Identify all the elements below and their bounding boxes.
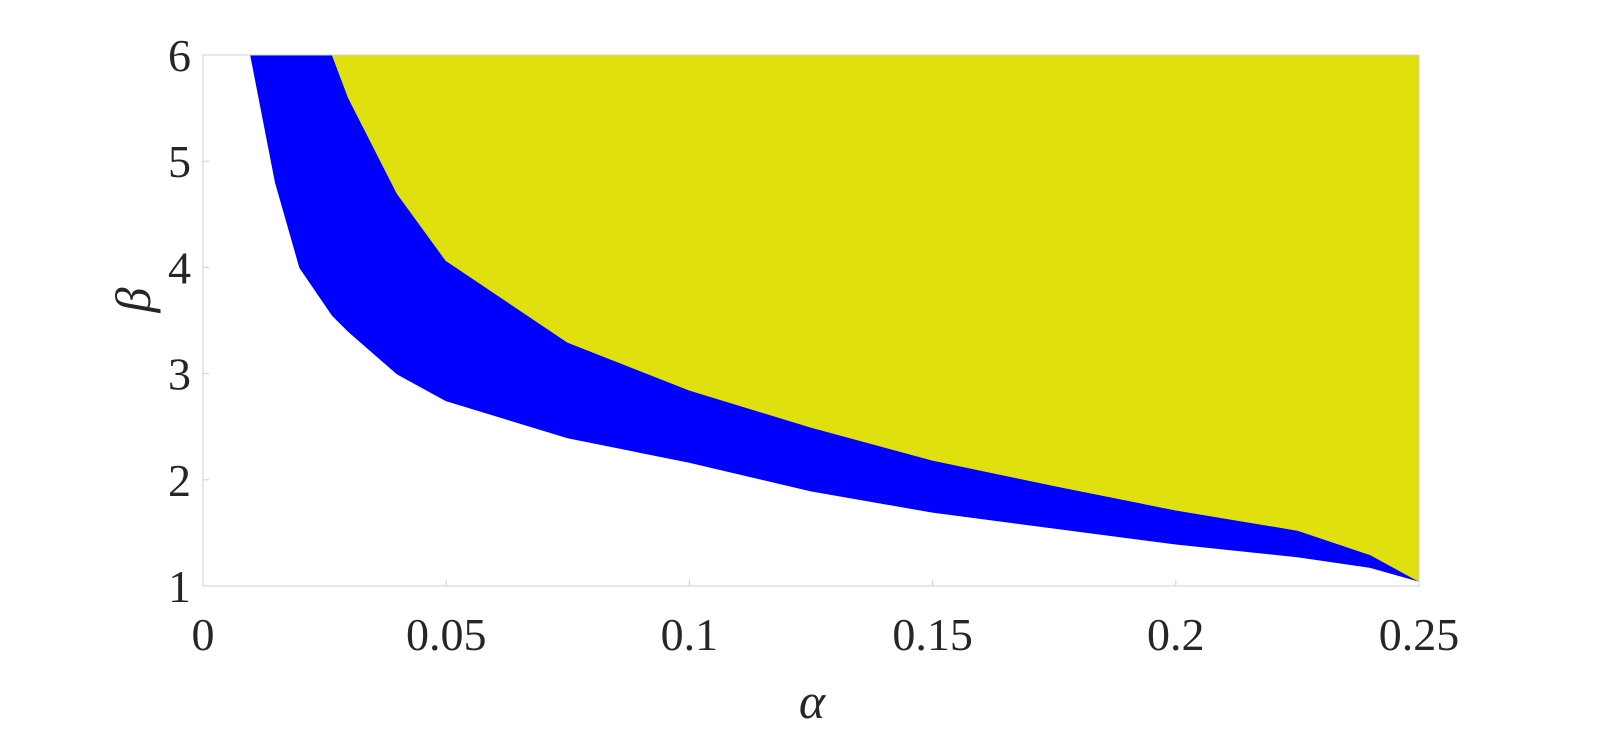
y-tick-label: 1	[168, 561, 191, 612]
x-tick-label: 0.25	[1379, 609, 1460, 660]
x-tick-label: 0	[192, 609, 215, 660]
y-tick-label: 2	[168, 455, 191, 506]
y-tick-label: 3	[168, 349, 191, 400]
boundary-line	[250, 54, 1420, 582]
x-axis-label: α	[799, 673, 827, 729]
upper-region	[332, 55, 1420, 581]
x-tick-label: 0.1	[661, 609, 719, 660]
y-tick-label: 6	[168, 30, 191, 81]
x-tick-label: 0.15	[892, 609, 973, 660]
stable-region	[251, 55, 1420, 581]
y-tick-label: 4	[168, 242, 191, 293]
y-axis-label: β	[105, 287, 161, 313]
plot-frame	[202, 54, 1420, 587]
x-tick-label: 0.2	[1147, 609, 1205, 660]
y-tick-label: 5	[168, 136, 191, 187]
x-tick-label: 0.05	[406, 609, 487, 660]
boundary-line	[331, 54, 1420, 582]
